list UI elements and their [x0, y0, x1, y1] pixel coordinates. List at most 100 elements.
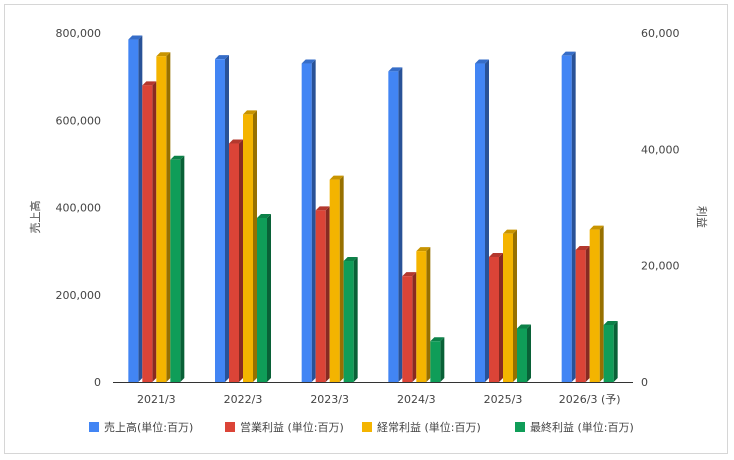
bar — [416, 247, 431, 382]
bar-top — [416, 247, 431, 252]
bar — [229, 139, 243, 382]
category-label: 2025/3 — [484, 393, 523, 406]
bar-top — [142, 81, 157, 86]
left-tick-label: 800,000 — [56, 27, 102, 40]
bar-side — [398, 67, 403, 382]
bar — [329, 175, 344, 382]
bar-top — [489, 252, 503, 257]
bar-front — [402, 276, 413, 382]
bar-side — [426, 247, 431, 382]
legend-item: 営業利益 (単位:百万) — [225, 420, 344, 434]
right-tick-label: 20,000 — [641, 260, 680, 273]
legend-swatch — [362, 422, 372, 432]
bar-side — [253, 110, 257, 382]
bar — [561, 51, 576, 383]
bar-top — [589, 225, 604, 230]
bar-side — [513, 229, 517, 382]
bar-side — [267, 213, 271, 382]
bar — [503, 229, 517, 382]
bar-top — [517, 324, 531, 329]
bar-front — [603, 324, 614, 382]
bar — [243, 110, 257, 382]
right-tick-label: 0 — [641, 376, 648, 389]
right-axis-label: 利益 — [695, 206, 709, 228]
bar-front — [243, 114, 253, 382]
bar-front — [416, 251, 427, 382]
right-tick-label: 40,000 — [641, 143, 680, 156]
bar-side — [311, 59, 316, 382]
legend-label: 営業利益 (単位:百万) — [240, 420, 344, 434]
bar — [315, 206, 330, 382]
legend: 売上高(単位:百万) 営業利益 (単位:百万) 経常利益 (単位:百万) 最終利益 (… — [89, 420, 634, 434]
category-label: 2024/3 — [397, 393, 436, 406]
bar-side — [485, 59, 489, 382]
bar-side — [339, 175, 344, 382]
bar — [475, 59, 489, 382]
legend-item: 経常利益 (単位:百万) — [362, 420, 481, 434]
bar-top — [503, 229, 517, 234]
bar-front — [561, 55, 572, 383]
category-label: 2022/3 — [224, 393, 263, 406]
bar-side — [138, 35, 143, 382]
bar-side — [152, 81, 157, 382]
left-axis-ticks: 0 200,000 400,000 600,000 800,000 — [56, 27, 102, 389]
bar-side — [180, 155, 185, 382]
bar-front — [388, 71, 399, 382]
bar-front — [170, 159, 181, 382]
bar — [489, 252, 503, 382]
bar-side — [440, 337, 445, 382]
bar — [215, 55, 229, 383]
left-axis-label: 売上高 — [28, 201, 42, 234]
legend-label: 売上高(単位:百万) — [104, 420, 193, 434]
bar-side — [613, 320, 618, 382]
bar-front — [517, 328, 527, 382]
bar-side — [166, 52, 171, 383]
bar-front — [575, 249, 586, 382]
bar-top — [561, 51, 576, 56]
bar-side — [412, 272, 417, 382]
legend-item: 最終利益 (単位:百万) — [515, 420, 634, 434]
legend-swatch — [515, 422, 525, 432]
bar-front — [142, 85, 153, 382]
bar-top — [257, 213, 271, 218]
bar-front — [489, 256, 499, 382]
bar-top — [229, 139, 243, 144]
bar-front — [329, 179, 340, 382]
left-tick-label: 0 — [94, 376, 101, 389]
bar-top — [575, 245, 590, 250]
bar-side — [499, 252, 503, 382]
bar-top — [215, 55, 229, 60]
bar-front — [257, 217, 267, 382]
bar-front — [589, 229, 600, 382]
chart-frame: 0 200,000 400,000 600,000 800,000 0 20,000 40,… — [4, 4, 728, 454]
bar — [301, 59, 316, 382]
bar-front — [430, 341, 441, 382]
legend-swatch — [225, 422, 235, 432]
bar — [589, 225, 604, 382]
category-label: 2023/3 — [310, 393, 349, 406]
bar-side — [599, 225, 604, 382]
bar-side — [225, 55, 229, 383]
bar-front — [128, 39, 139, 382]
bar — [603, 320, 618, 382]
bar — [257, 213, 271, 382]
bar-front — [229, 143, 239, 382]
bar — [170, 155, 185, 382]
bar-front — [301, 63, 312, 382]
bar-side — [571, 51, 576, 383]
bar-front — [503, 233, 513, 382]
bar-top — [301, 59, 316, 64]
bar — [402, 272, 417, 382]
legend-item: 売上高(単位:百万) — [89, 420, 193, 434]
bar — [575, 245, 590, 382]
bar-top — [329, 175, 344, 180]
bar-side — [353, 257, 358, 382]
left-tick-label: 600,000 — [56, 114, 102, 127]
bar-side — [239, 139, 243, 382]
bars-group — [128, 35, 618, 383]
bar — [388, 67, 403, 382]
bar — [156, 52, 171, 383]
bar-top — [170, 155, 185, 160]
bar-top — [315, 206, 330, 211]
bar — [517, 324, 531, 382]
